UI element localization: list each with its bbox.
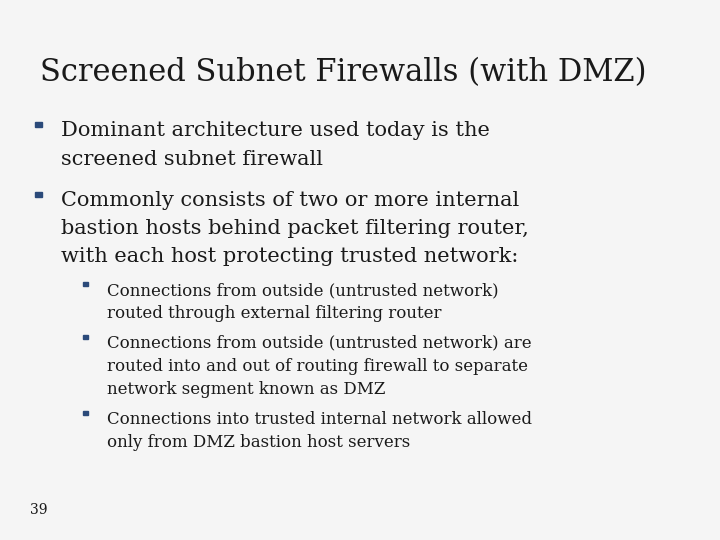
Text: with each host protecting trusted network:: with each host protecting trusted networ… (61, 247, 518, 266)
Text: Commonly consists of two or more internal: Commonly consists of two or more interna… (61, 191, 519, 210)
Text: screened subnet firewall: screened subnet firewall (61, 150, 323, 168)
Text: Dominant architecture used today is the: Dominant architecture used today is the (61, 122, 490, 140)
Text: Screened Subnet Firewalls (with DMZ): Screened Subnet Firewalls (with DMZ) (40, 57, 646, 87)
Text: Connections into trusted internal network allowed: Connections into trusted internal networ… (107, 411, 531, 428)
Text: routed into and out of routing firewall to separate: routed into and out of routing firewall … (107, 358, 528, 375)
Text: bastion hosts behind packet filtering router,: bastion hosts behind packet filtering ro… (61, 219, 529, 238)
Text: only from DMZ bastion host servers: only from DMZ bastion host servers (107, 434, 410, 451)
Text: Connections from outside (untrusted network) are: Connections from outside (untrusted netw… (107, 335, 531, 352)
Text: 39: 39 (30, 503, 48, 517)
Text: routed through external filtering router: routed through external filtering router (107, 305, 441, 322)
Text: Connections from outside (untrusted network): Connections from outside (untrusted netw… (107, 282, 498, 299)
Text: network segment known as DMZ: network segment known as DMZ (107, 381, 385, 398)
